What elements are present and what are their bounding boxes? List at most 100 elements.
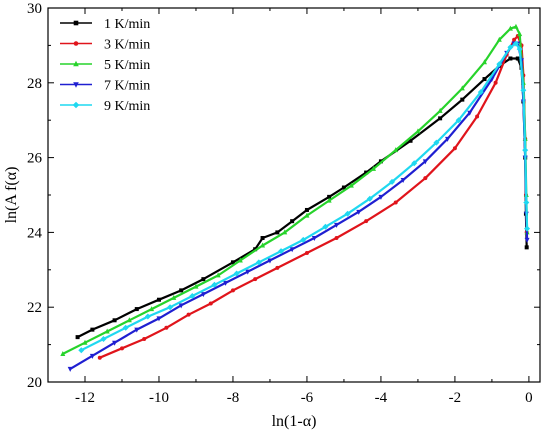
- legend-label: 3 K/min: [104, 38, 150, 53]
- y-tick-label: 26: [27, 151, 43, 167]
- data-point: [348, 182, 354, 188]
- data-point: [475, 114, 480, 119]
- data-point: [119, 346, 124, 351]
- data-point: [322, 223, 329, 230]
- data-point: [515, 56, 520, 61]
- data-point: [408, 138, 413, 143]
- data-point: [112, 340, 118, 346]
- data-point: [507, 44, 514, 51]
- data-point: [334, 236, 339, 241]
- data-point: [400, 178, 406, 184]
- data-point: [73, 20, 79, 26]
- axis-layer: -12 -10 -8 -6 -4 -2 0 20 22 24 26 28 30: [27, 1, 540, 406]
- data-point: [327, 194, 332, 199]
- data-point: [512, 37, 517, 42]
- y-tick-label: 28: [27, 76, 42, 92]
- data-point: [278, 248, 285, 255]
- data-point: [334, 222, 340, 228]
- data-point: [90, 327, 95, 332]
- data-point: [230, 260, 235, 265]
- data-point: [289, 247, 295, 253]
- data-point: [186, 312, 191, 317]
- data-point: [144, 313, 151, 320]
- data-point: [82, 339, 88, 345]
- data-point: [520, 87, 527, 94]
- data-point: [134, 327, 140, 333]
- series-line: [62, 25, 529, 355]
- data-point: [304, 250, 309, 255]
- series-5-k-min: [60, 23, 530, 356]
- y-tick-label: 24: [27, 225, 43, 241]
- data-point: [104, 328, 110, 334]
- data-point: [60, 350, 66, 356]
- data-point: [122, 324, 129, 331]
- data-point: [282, 229, 288, 235]
- data-point: [523, 199, 530, 206]
- data-point: [67, 366, 73, 372]
- legend-label: 7 K/min: [104, 79, 150, 94]
- data-point: [378, 194, 384, 200]
- data-point: [230, 288, 235, 293]
- data-point: [208, 301, 213, 306]
- data-point: [493, 80, 498, 85]
- data-point: [275, 230, 280, 235]
- data-point: [253, 277, 258, 282]
- data-point: [364, 219, 369, 224]
- data-point: [496, 36, 502, 42]
- legend-label: 5 K/min: [104, 58, 150, 73]
- data-point: [78, 347, 85, 354]
- x-tick-label: -10: [149, 390, 169, 406]
- data-point: [112, 318, 117, 323]
- data-point: [156, 297, 161, 302]
- x-tick-label: -4: [375, 390, 388, 406]
- data-point: [507, 25, 513, 31]
- data-point: [364, 170, 369, 175]
- legend-item: 9 K/min: [60, 99, 150, 114]
- data-point: [304, 207, 309, 212]
- x-tick-label: -2: [449, 390, 462, 406]
- data-point: [73, 41, 79, 46]
- data-point: [467, 110, 473, 116]
- data-point: [423, 176, 428, 181]
- data-point: [422, 159, 428, 165]
- data-point: [290, 219, 295, 224]
- data-point: [524, 245, 529, 250]
- data-point: [200, 292, 206, 298]
- data-point: [516, 46, 523, 53]
- data-point: [142, 336, 147, 341]
- data-point: [411, 160, 418, 167]
- data-point: [482, 59, 488, 65]
- data-point: [215, 272, 221, 278]
- data-point: [179, 288, 184, 293]
- x-tick-label: -6: [301, 390, 314, 406]
- data-point: [393, 147, 399, 153]
- data-point: [73, 60, 79, 67]
- data-point: [455, 117, 462, 124]
- data-point: [201, 277, 206, 282]
- data-point: [459, 85, 465, 91]
- legend-item: 1 K/min: [60, 17, 150, 32]
- data-point: [415, 128, 421, 134]
- data-point: [149, 306, 155, 312]
- data-point: [341, 185, 346, 190]
- y-axis-label: ln(A f(α): [3, 167, 20, 224]
- legend: 1 K/min 3 K/min 5 K/min 7 K/min 9 K/min: [60, 17, 150, 114]
- series-layer: [60, 23, 531, 372]
- data-point: [438, 116, 443, 121]
- data-point: [100, 335, 107, 342]
- data-point: [517, 31, 523, 37]
- data-point: [356, 209, 362, 215]
- data-point: [524, 237, 530, 243]
- data-point: [255, 259, 262, 266]
- data-point: [460, 97, 465, 102]
- x-axis-label: ln(1-α): [272, 413, 317, 430]
- y-tick-label: 30: [27, 1, 42, 17]
- data-point: [233, 270, 240, 277]
- data-point: [326, 197, 332, 203]
- data-point: [167, 304, 174, 311]
- data-point: [260, 242, 266, 248]
- data-point: [344, 210, 351, 217]
- x-tick-label: -12: [75, 390, 95, 406]
